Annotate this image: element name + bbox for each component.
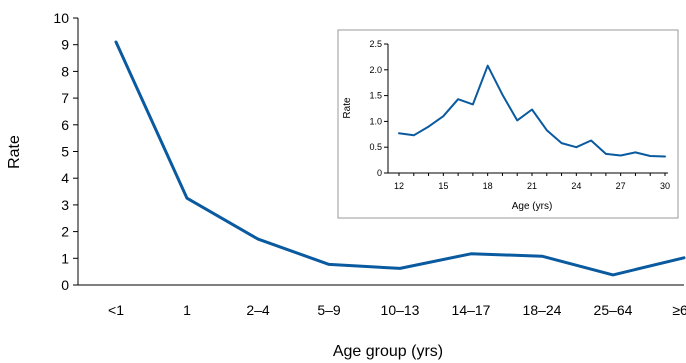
main-x-tick-label: 14–17: [452, 302, 491, 318]
inset-frame: [337, 29, 679, 219]
main-x-tick-label: 10–13: [381, 302, 420, 318]
main-y-axis-title: Rate: [6, 135, 23, 169]
inset-x-tick-label: 15: [438, 181, 448, 191]
main-x-tick-label: 5–9: [317, 302, 341, 318]
inset-series-line: [398, 64, 666, 158]
inset-chart: 0 0.5 1.0 1.5 2.0 2.5 12 15 18 21 24 27 30 Rate Age…: [337, 29, 679, 219]
main-x-tick-label: 25–64: [594, 302, 633, 318]
inset-x-ticks: 12 15 18 21 24 27 30: [394, 173, 670, 191]
main-y-tick-label: 3: [61, 197, 69, 213]
inset-y-tick-label: 1.5: [369, 91, 382, 101]
main-x-tick-label: ≥65: [672, 302, 686, 318]
main-y-tick-label: 2: [61, 224, 69, 240]
main-x-tick-label: 18–24: [523, 302, 562, 318]
main-x-axis-title: Age group (yrs): [333, 343, 443, 360]
inset-x-tick-label: 27: [616, 181, 626, 191]
main-y-tick-label: 8: [61, 63, 69, 79]
main-y-tick-label: 10: [53, 10, 69, 26]
inset-x-tick-label: 21: [527, 181, 537, 191]
main-x-tick-label: 1: [183, 302, 191, 318]
inset-x-tick-label: 18: [483, 181, 493, 191]
main-y-tick-label: 4: [61, 170, 69, 186]
inset-x-tick-label: 24: [571, 181, 581, 191]
inset-y-tick-label: 2.5: [369, 39, 382, 49]
inset-x-tick-label: 30: [660, 181, 670, 191]
main-series-line: [114, 40, 686, 277]
main-x-tick-label: 2–4: [246, 302, 270, 318]
inset-y-tick-label: 0: [377, 168, 382, 178]
inset-y-tick-label: 0.5: [369, 142, 382, 152]
main-y-tick-label: 7: [61, 90, 69, 106]
main-y-ticks: 0 1 2 3 4 5 6 7 8 9 10: [53, 10, 78, 293]
main-y-tick-label: 5: [61, 144, 69, 160]
main-x-tick-label: <1: [108, 302, 124, 318]
main-y-tick-label: 1: [61, 250, 69, 266]
main-y-tick-label: 9: [61, 37, 69, 53]
main-y-tick-label: 0: [61, 277, 69, 293]
inset-y-tick-label: 1.0: [369, 116, 382, 126]
main-x-ticks: <1 1 2–4 5–9 10–13 14–17 18–24 25–64 ≥65: [108, 302, 686, 318]
inset-x-tick-label: 12: [394, 181, 404, 191]
main-y-tick-label: 6: [61, 117, 69, 133]
inset-y-tick-label: 2.0: [369, 65, 382, 75]
inset-y-axis-title: Rate: [342, 97, 353, 119]
inset-x-axis-title: Age (yrs): [512, 201, 553, 212]
inset-y-ticks: 0 0.5 1.0 1.5 2.0 2.5: [369, 39, 388, 178]
